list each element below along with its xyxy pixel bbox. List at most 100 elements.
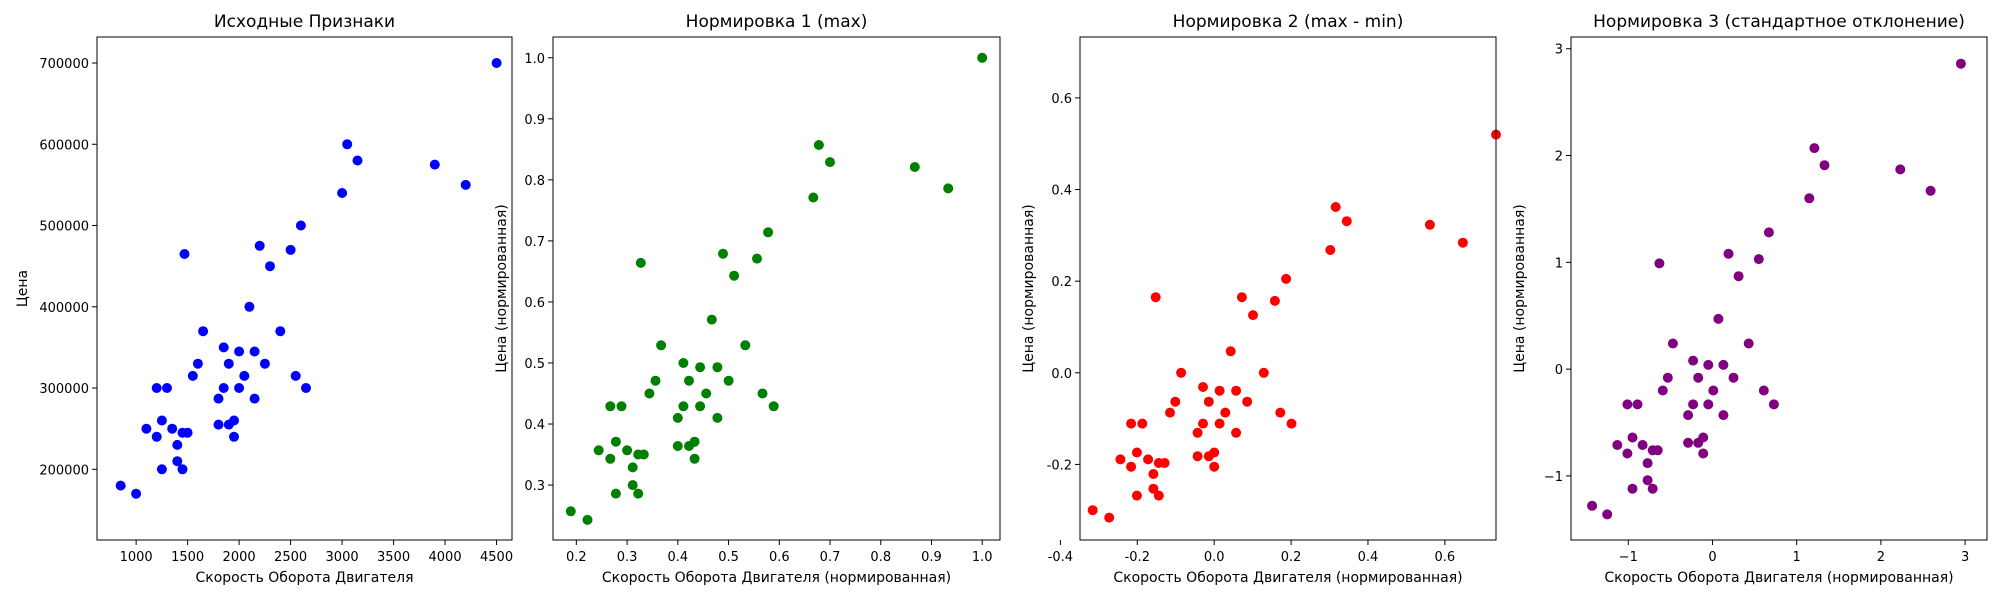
y-axis-label: Цена	[15, 270, 31, 307]
data-point	[1758, 385, 1769, 396]
data-point	[1955, 58, 1966, 69]
data-point	[234, 383, 245, 393]
data-point	[825, 157, 835, 168]
chart-title: Исходные Признаки	[214, 12, 395, 32]
data-point	[1104, 512, 1115, 523]
data-point	[1733, 271, 1744, 282]
data-point	[1627, 432, 1638, 443]
data-point	[172, 456, 183, 467]
subplot-2: 0.2 0.3 0.4 0.5 0.6 0.7 0.8 0.9 1.0 0.3 0.4 0.5 0.6 0…	[494, 12, 1001, 586]
data-point	[1642, 458, 1653, 469]
data-point	[610, 488, 621, 499]
x-tick-label: 0.2	[566, 550, 587, 565]
x-axis-label: Скорость Оборота Двигателя (нормированна…	[1604, 570, 1953, 586]
data-point	[223, 358, 234, 369]
data-point	[712, 412, 723, 423]
data-point	[156, 464, 167, 475]
data-point	[1126, 461, 1137, 472]
axes-frame	[552, 36, 1001, 541]
data-point	[644, 388, 655, 399]
data-point	[1662, 372, 1673, 383]
data-point	[290, 370, 301, 381]
data-point	[1148, 483, 1159, 494]
data-point	[752, 253, 762, 264]
data-point	[218, 342, 229, 353]
data-point	[1647, 483, 1658, 494]
data-point	[1281, 273, 1292, 284]
data-point	[265, 261, 275, 272]
data-point	[1667, 338, 1678, 349]
data-point	[1723, 248, 1734, 259]
data-point	[156, 415, 167, 426]
data-point	[1683, 410, 1694, 421]
data-point	[179, 249, 190, 259]
data-point	[1763, 227, 1774, 238]
data-point	[718, 248, 728, 259]
y-tick-label: 3	[1555, 43, 1563, 58]
y-tick-label: 2	[1555, 150, 1563, 165]
data-point	[1214, 418, 1225, 429]
y-tick-label: 0.3	[524, 479, 545, 494]
data-point	[638, 449, 649, 460]
data-point	[1693, 372, 1704, 383]
data-point	[1703, 359, 1714, 370]
data-point	[1198, 382, 1208, 392]
data-point	[1220, 407, 1231, 418]
data-point	[1622, 399, 1633, 410]
data-point	[1622, 448, 1633, 459]
data-point	[115, 480, 126, 491]
y-tick-label: 0.6	[1051, 92, 1072, 107]
y-tick-label: 1	[1555, 256, 1563, 271]
data-point	[254, 240, 265, 251]
data-point	[1627, 483, 1638, 494]
y-tick-label: 400000	[39, 301, 89, 316]
y-tick-label: 0	[1555, 363, 1563, 378]
data-point	[605, 453, 616, 464]
data-point	[229, 431, 239, 442]
data-point	[633, 488, 644, 499]
data-point	[943, 183, 954, 194]
x-tick-label: 0.8	[870, 550, 891, 565]
data-point	[1209, 461, 1220, 472]
data-point	[249, 393, 260, 404]
data-point	[460, 179, 471, 190]
data-point	[757, 388, 768, 399]
data-point	[429, 159, 440, 170]
data-point	[768, 401, 779, 412]
data-point	[1728, 372, 1739, 383]
data-point	[1192, 427, 1203, 438]
y-tick-label: 0.2	[1051, 275, 1072, 290]
data-point	[593, 445, 604, 456]
data-point	[1330, 202, 1341, 212]
x-tick-label: 1.0	[972, 550, 993, 565]
data-point	[1286, 418, 1297, 429]
data-point	[616, 401, 627, 412]
axes-frame	[1570, 36, 1988, 541]
data-point	[1457, 237, 1468, 248]
data-point	[1652, 445, 1663, 456]
subplot-4: −1 0 1 2 3 −1 0 1 2 3 Нормировка 3 (стандартное от…	[1512, 12, 1988, 586]
data-point	[285, 244, 296, 255]
axes-frame	[1079, 36, 1497, 541]
data-point	[1192, 451, 1203, 462]
data-point	[813, 140, 824, 150]
y-tick-label: 0.8	[524, 174, 545, 189]
data-point	[1225, 346, 1236, 357]
data-point	[1698, 432, 1709, 443]
data-point	[1688, 355, 1699, 366]
x-axis-label: Скорость Оборота Двигателя (нормированна…	[602, 570, 951, 586]
x-tick-label: 2500	[274, 550, 307, 565]
data-point	[689, 436, 700, 447]
x-tick-label: 3	[1961, 550, 1969, 565]
y-tick-label: 700000	[39, 57, 89, 72]
y-tick-label: 0.4	[1051, 184, 1072, 199]
data-point	[1753, 254, 1764, 265]
data-point	[234, 346, 245, 357]
y-tick-label: 0.4	[524, 418, 545, 433]
x-tick-label: 0.9	[921, 550, 942, 565]
subplots: 1000 1500 2000 2500 3000 3500 4000 450020000030…	[15, 12, 1988, 586]
x-tick-label: 1	[1793, 550, 1801, 565]
data-point	[763, 227, 774, 238]
data-point	[678, 358, 689, 368]
data-point	[1708, 385, 1719, 396]
